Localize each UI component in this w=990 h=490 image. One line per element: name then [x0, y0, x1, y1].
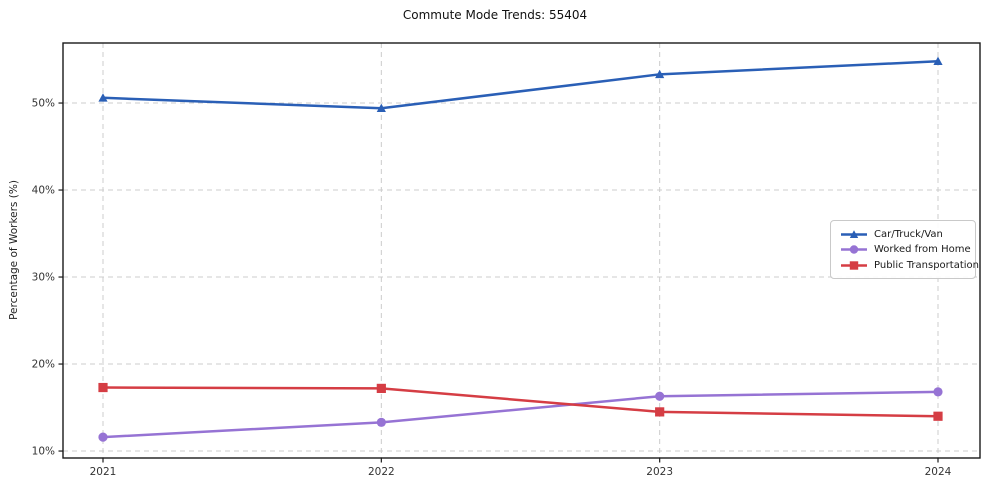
- series-line: [101, 386, 940, 418]
- data-point-marker: [376, 383, 386, 393]
- x-tick-label: 2023: [646, 466, 673, 478]
- data-point-marker: [933, 56, 943, 66]
- y-tick-label: 10%: [32, 446, 55, 458]
- legend-item-label: Worked from Home: [874, 244, 971, 255]
- legend-item: Worked from Home: [840, 243, 971, 257]
- data-point-marker: [655, 391, 665, 401]
- legend-item-label: Public Transportation: [874, 259, 979, 271]
- data-point-marker: [655, 407, 665, 417]
- y-tick-label: 30%: [32, 272, 55, 284]
- data-point-marker: [98, 382, 108, 393]
- triangle-marker-icon: [841, 229, 867, 238]
- data-point-marker: [98, 432, 108, 442]
- legend-marker: [849, 229, 859, 238]
- series-car-truck-van: [98, 56, 943, 113]
- legend-item: Public Transportation: [840, 258, 979, 272]
- square-marker-icon: [841, 260, 867, 270]
- legend: Car/Truck/Van Worked from Home Public Tran…: [830, 220, 979, 279]
- series-public-transportation: [98, 382, 943, 421]
- y-tick-label: 40%: [32, 185, 55, 197]
- data-point-marker: [655, 69, 665, 79]
- y-tick-label: 50%: [32, 98, 55, 110]
- chart-title: Commute Mode Trends: 55404: [402, 8, 588, 22]
- data-point-marker: [933, 387, 943, 397]
- legend-item-label: Car/Truck/Van: [874, 228, 943, 240]
- legend-item: Car/Truck/Van: [840, 227, 967, 241]
- series-line: [101, 390, 940, 439]
- data-point-marker: [376, 103, 386, 113]
- legend-marker: [849, 260, 859, 270]
- x-tick-label: 2021: [90, 466, 117, 478]
- x-tick-label: 2024: [925, 466, 952, 478]
- x-tick-label: 2022: [368, 466, 395, 478]
- y-tick-label: 20%: [32, 359, 55, 371]
- data-point-marker: [376, 417, 386, 427]
- data-point-marker: [98, 93, 108, 102]
- legend-marker: [849, 245, 859, 254]
- data-point-marker: [933, 411, 943, 421]
- series-worked-from-home: [98, 387, 943, 442]
- circle-marker-icon: [841, 245, 867, 254]
- series-line: [101, 60, 940, 110]
- plot-frame: [62, 42, 981, 459]
